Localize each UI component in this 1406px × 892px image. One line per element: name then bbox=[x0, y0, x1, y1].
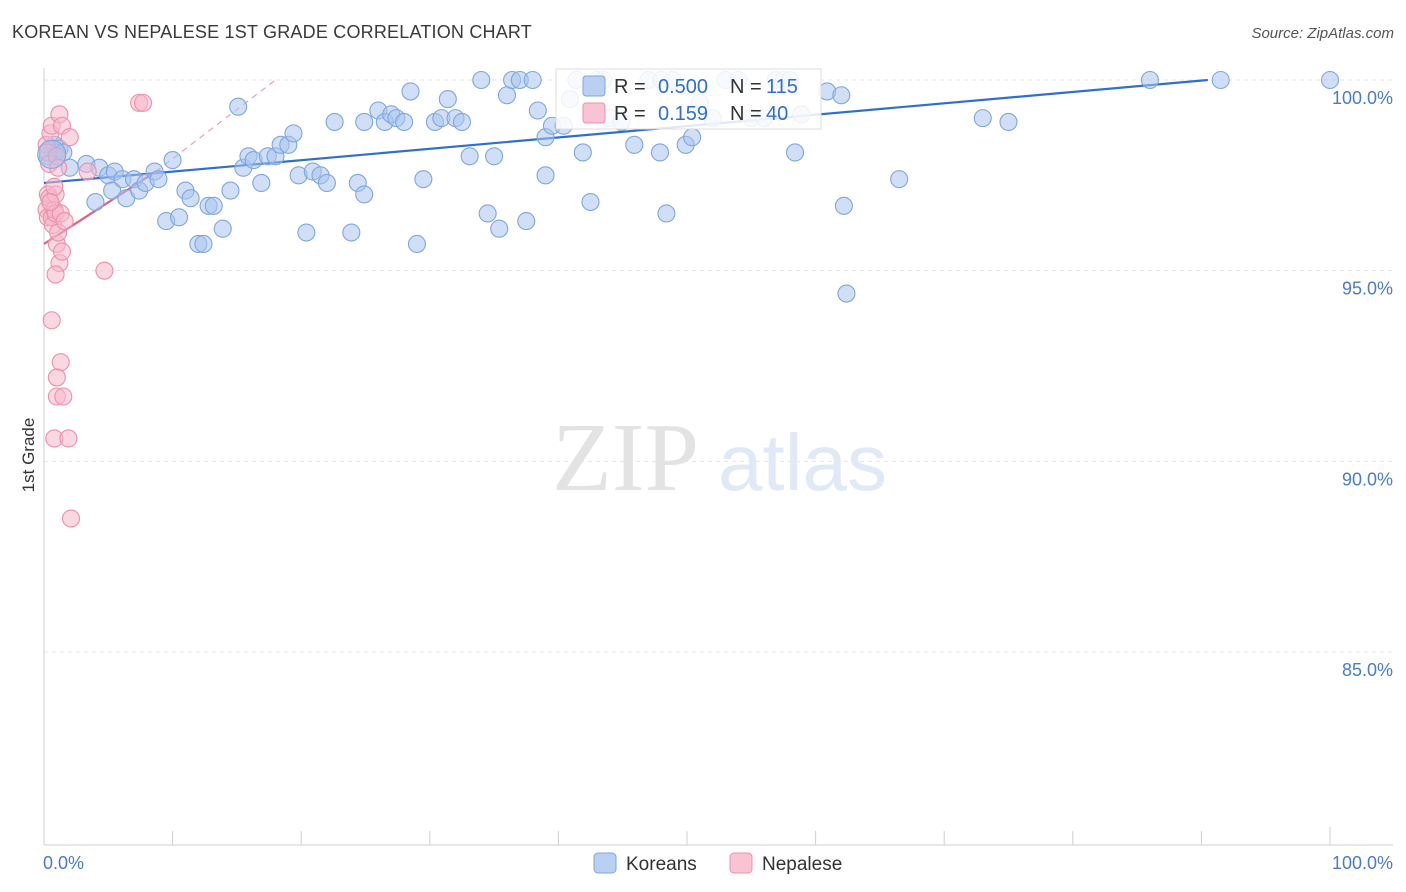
legend-swatch-nepalese bbox=[582, 102, 606, 124]
point-koreans-68 bbox=[497, 86, 517, 105]
point-koreans-109 bbox=[890, 170, 909, 189]
point-koreans-45 bbox=[325, 112, 344, 131]
point-koreans-107 bbox=[834, 196, 853, 215]
point-nepalese-24 bbox=[60, 128, 79, 147]
point-koreans-75 bbox=[536, 166, 555, 185]
stats-legend: R = 0.500 N = 115 R = 0.159 N = 40 bbox=[555, 68, 822, 130]
point-koreans-57 bbox=[414, 170, 433, 189]
point-nepalese-36 bbox=[45, 177, 64, 196]
point-koreans-49 bbox=[355, 112, 374, 131]
point-koreans-28 bbox=[213, 219, 232, 238]
point-koreans-30 bbox=[229, 97, 248, 116]
point-koreans-56 bbox=[401, 82, 420, 101]
point-koreans-86 bbox=[625, 135, 644, 154]
point-nepalese-37 bbox=[41, 192, 60, 212]
point-koreans-39 bbox=[284, 124, 303, 143]
point-nepalese-29 bbox=[54, 387, 73, 406]
point-nepalese-31 bbox=[59, 429, 78, 448]
point-koreans-18 bbox=[149, 170, 168, 189]
point-koreans-112 bbox=[1140, 70, 1160, 90]
y-tick-label-0: 100.0% bbox=[1332, 88, 1393, 108]
x-tick-label-left: 0.0% bbox=[43, 853, 84, 873]
legend-r-label-koreans: R = bbox=[614, 76, 646, 98]
point-koreans-48 bbox=[355, 185, 374, 204]
point-koreans-55 bbox=[407, 234, 426, 254]
x-tick-label-right: 100.0% bbox=[1332, 853, 1393, 873]
y-tick-labels: 100.0% 95.0% 90.0% 85.0% bbox=[1332, 88, 1393, 680]
legend-r-value-koreans: 0.500 bbox=[658, 76, 708, 98]
point-koreans-66 bbox=[485, 147, 504, 166]
y-tick-label-3: 85.0% bbox=[1342, 660, 1393, 680]
point-koreans-34 bbox=[252, 173, 271, 193]
point-koreans-65 bbox=[478, 204, 497, 223]
point-koreans-27 bbox=[204, 196, 223, 215]
point-koreans-108 bbox=[837, 284, 856, 303]
point-koreans-106 bbox=[832, 86, 851, 105]
point-koreans-90 bbox=[657, 204, 676, 223]
point-nepalese-33 bbox=[95, 261, 114, 280]
point-koreans-113 bbox=[1211, 70, 1230, 90]
point-koreans-111 bbox=[999, 112, 1018, 131]
point-koreans-54 bbox=[395, 112, 414, 131]
point-koreans-64 bbox=[472, 70, 491, 90]
point-nepalese-19 bbox=[52, 242, 72, 261]
bottom-legend-swatch-nepalese bbox=[729, 852, 753, 874]
point-koreans-62 bbox=[452, 112, 472, 131]
point-nepalese-25 bbox=[42, 311, 61, 330]
point-nepalese-38 bbox=[55, 212, 74, 231]
point-koreans-41 bbox=[297, 223, 316, 242]
point-koreans-46 bbox=[342, 223, 361, 242]
point-nepalese-32 bbox=[61, 509, 81, 528]
point-koreans-81 bbox=[581, 192, 600, 212]
point-koreans-60 bbox=[438, 90, 457, 109]
point-koreans-21 bbox=[169, 208, 189, 227]
y-tick-label-1: 95.0% bbox=[1342, 279, 1393, 299]
point-koreans-110 bbox=[973, 109, 992, 128]
point-koreans-44 bbox=[317, 173, 336, 193]
legend-n-label-nepalese: N = bbox=[730, 103, 762, 125]
point-koreans-93 bbox=[683, 128, 702, 147]
y-axis-label: 1st Grade bbox=[19, 418, 38, 493]
legend-n-label-koreans: N = bbox=[730, 76, 762, 98]
point-koreans-71 bbox=[517, 212, 536, 231]
legend-swatch-koreans bbox=[582, 75, 606, 97]
point-koreans-cluster bbox=[37, 139, 67, 169]
point-koreans-67 bbox=[490, 219, 509, 238]
legend-n-value-koreans: 115 bbox=[766, 76, 798, 98]
source-label: Source: ZipAtlas.com bbox=[1251, 25, 1394, 42]
watermark-atlas: atlas bbox=[718, 418, 887, 507]
bottom-legend-swatch-koreans bbox=[593, 852, 617, 874]
y-tick-label-2: 90.0% bbox=[1342, 469, 1393, 489]
point-koreans-88 bbox=[650, 143, 670, 162]
chart-title: KOREAN VS NEPALESE 1ST GRADE CORRELATION… bbox=[12, 22, 532, 42]
bottom-legend: Koreans Nepalese bbox=[593, 852, 842, 875]
point-koreans-114 bbox=[1320, 70, 1340, 90]
point-koreans-19 bbox=[163, 151, 182, 170]
point-koreans-23 bbox=[181, 189, 200, 208]
point-koreans-103 bbox=[785, 143, 805, 162]
point-nepalese-39 bbox=[78, 162, 97, 181]
point-nepalese-27 bbox=[47, 368, 66, 387]
point-koreans-80 bbox=[573, 143, 592, 162]
x-tick-labels: 0.0% 100.0% bbox=[43, 853, 1393, 873]
point-koreans-11 bbox=[103, 181, 122, 200]
watermark-zip: ZIP bbox=[552, 404, 699, 512]
bottom-legend-label-koreans: Koreans bbox=[626, 854, 697, 875]
watermark: ZIP atlas bbox=[552, 404, 887, 512]
point-koreans-25 bbox=[194, 234, 213, 254]
point-koreans-29 bbox=[221, 181, 240, 200]
legend-r-value-nepalese: 0.159 bbox=[658, 103, 708, 125]
point-koreans-63 bbox=[460, 147, 479, 166]
legend-r-label-nepalese: R = bbox=[614, 103, 646, 125]
legend-n-value-nepalese: 40 bbox=[766, 103, 788, 125]
bottom-legend-label-nepalese: Nepalese bbox=[762, 854, 842, 875]
point-nepalese-23 bbox=[46, 265, 65, 284]
point-nepalese-26 bbox=[51, 353, 70, 372]
point-koreans-72 bbox=[523, 70, 542, 90]
point-koreans-73 bbox=[528, 101, 547, 120]
point-koreans-10 bbox=[86, 192, 105, 212]
point-nepalese-35 bbox=[133, 93, 153, 112]
